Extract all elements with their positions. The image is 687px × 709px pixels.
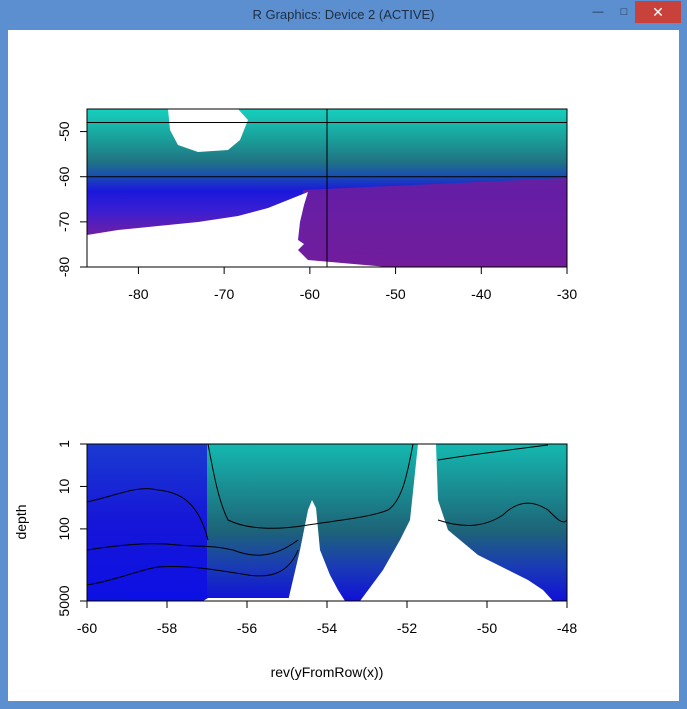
contour-line [207, 443, 414, 529]
close-icon: ✕ [652, 3, 664, 20]
y-tick-label: 1 [56, 440, 72, 448]
maximize-button[interactable]: □ [612, 1, 636, 23]
contour-line [437, 444, 549, 461]
no-data-gap-west [288, 500, 345, 601]
map-y-axis: -50 -60 -70 -80 [56, 121, 87, 277]
y-tick-label: -60 [56, 166, 72, 186]
section-y-axis-title: depth [13, 504, 29, 539]
north-land-patch [168, 109, 248, 152]
x-tick-label: -30 [557, 286, 577, 302]
x-tick-label: -48 [557, 620, 577, 636]
no-data-bottom [203, 598, 298, 601]
map-x-axis: -80 -70 -60 -50 -40 -30 [128, 266, 577, 302]
section-y-axis: 1 10 100 5000 [56, 440, 87, 617]
y-tick-label: -80 [56, 257, 72, 277]
window-title: R Graphics: Device 2 (ACTIVE) [252, 7, 435, 22]
map-reference-lines [87, 109, 567, 267]
map-purple-region [300, 178, 567, 260]
x-tick-label: -60 [300, 286, 320, 302]
contour-line [86, 549, 299, 586]
section-west-block [87, 444, 207, 601]
contour-line [86, 488, 209, 541]
x-tick-label: -70 [214, 286, 234, 302]
y-tick-label: 5000 [56, 585, 72, 616]
section-heatmap: -60 -58 -56 -54 -52 -50 -48 1 10 100 5000 rev(yFr… [13, 440, 577, 680]
x-tick-label: -50 [477, 620, 497, 636]
minimize-button[interactable]: — [586, 1, 610, 23]
x-tick-label: -50 [385, 286, 405, 302]
contour-line [86, 543, 234, 551]
x-tick-label: -54 [317, 620, 337, 636]
minimize-icon: — [592, 6, 604, 18]
close-button[interactable]: ✕ [635, 1, 681, 23]
section-x-axis-title: rev(yFromRow(x)) [271, 664, 384, 680]
plots-canvas: -80 -70 -60 -50 -40 -30 -50 -60 -70 -80 [13, 108, 577, 680]
y-tick-label: 10 [56, 478, 72, 494]
y-tick-label: -70 [56, 212, 72, 232]
x-tick-label: -56 [237, 620, 257, 636]
y-tick-label: 100 [56, 517, 72, 541]
x-tick-label: -40 [471, 286, 491, 302]
title-bar[interactable]: R Graphics: Device 2 (ACTIVE) — □ ✕ [0, 0, 687, 30]
map-heatmap: -80 -70 -60 -50 -40 -30 -50 -60 -70 -80 [56, 108, 577, 302]
y-tick-label: -50 [56, 121, 72, 141]
section-x-axis: -60 -58 -56 -54 -52 -50 -48 [77, 600, 577, 636]
x-tick-label: -58 [157, 620, 177, 636]
x-tick-label: -52 [397, 620, 417, 636]
contour-line [232, 539, 299, 556]
land-mask [87, 192, 388, 267]
x-tick-label: -80 [128, 286, 148, 302]
contour-line [437, 502, 568, 526]
maximize-icon: □ [620, 6, 628, 18]
plot-area: -80 -70 -60 -50 -40 -30 -50 -60 -70 -80 [8, 30, 679, 701]
no-data-gap-east [360, 444, 553, 601]
x-tick-label: -60 [77, 620, 97, 636]
